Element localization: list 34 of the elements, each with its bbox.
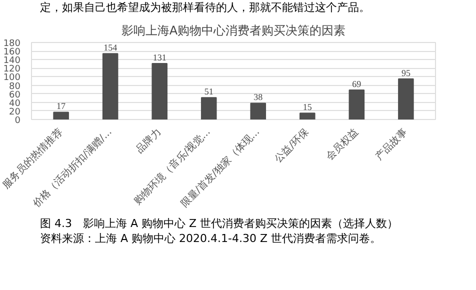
data-label: 17 <box>56 100 66 111</box>
text: 资料来源：上海 A 购物中心 2020.4.1-4.30 Z 世代消费者需求问卷。 <box>40 231 381 248</box>
y-tick-label: 40 <box>9 98 21 109</box>
data-label: 95 <box>401 68 411 78</box>
y-tick-label: 120 <box>3 64 21 74</box>
data-label: 154 <box>104 42 118 52</box>
x-tick-label: 品牌力 <box>134 126 164 156</box>
bar <box>102 52 118 120</box>
y-tick-label: 20 <box>9 107 21 118</box>
data-label: 38 <box>254 92 264 102</box>
bar <box>53 111 69 120</box>
x-tick-label: 会员权益 <box>324 126 361 162</box>
chart-title: 影响上海A购物中心消费者购买决策的因素 <box>121 23 346 38</box>
y-tick-label: 160 <box>3 47 21 58</box>
data-label: 131 <box>152 52 166 62</box>
y-tick-label: 140 <box>3 56 21 66</box>
bar <box>152 62 168 120</box>
x-tick-label: 公益/环保 <box>272 126 312 165</box>
y-tick-label: 180 <box>3 38 21 49</box>
data-label: 69 <box>352 78 362 89</box>
y-tick-label: 0 <box>14 116 21 126</box>
text: 定，如果自己也希望成为被那样看待的人，那就不能错过这个产品。 <box>40 0 370 16</box>
y-tick-label: 60 <box>9 90 21 100</box>
bar <box>250 102 266 120</box>
bar <box>300 112 316 120</box>
y-tick-label: 100 <box>3 72 21 83</box>
data-label: 15 <box>302 102 312 112</box>
y-tick-label: 80 <box>9 81 21 92</box>
bar <box>348 89 365 120</box>
caption: 图 4.3 影响上海 A 购物中心 Z 世代消费者购买决策的因素（选择人数） <box>40 216 398 232</box>
bar <box>398 78 414 120</box>
x-tick-label: 产品故事 <box>373 126 410 162</box>
bar <box>200 96 217 120</box>
data-label: 51 <box>204 86 214 96</box>
